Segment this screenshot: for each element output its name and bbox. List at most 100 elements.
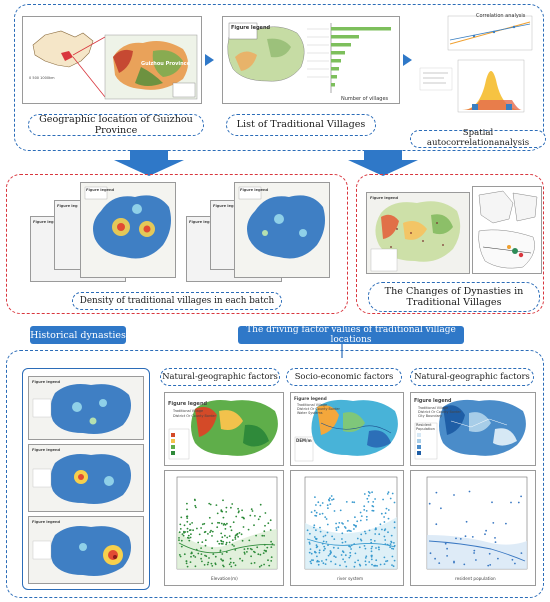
scatter-point: [200, 553, 203, 555]
scatter-point: [270, 560, 273, 562]
scatter-point: [374, 498, 376, 500]
scatter-point: [342, 551, 345, 554]
scatter-point: [194, 565, 197, 568]
scatter-point: [370, 538, 372, 541]
scatter-point: [267, 559, 269, 562]
scatter-point: [364, 530, 366, 533]
river-legend-item-2: District Or County Border: [297, 407, 340, 411]
scatter-point: [378, 546, 380, 549]
scatter-point: [216, 540, 219, 543]
scatter-point: [365, 515, 368, 518]
scatter-point: [253, 550, 255, 553]
scatter-point: [381, 528, 383, 531]
scatter-point: [364, 557, 367, 559]
scatter-point: [333, 555, 336, 558]
arrow-down-right: [348, 150, 418, 176]
population-legend-title: Figure legend: [414, 399, 452, 404]
scatter-point: [453, 494, 455, 496]
scatter-point: [243, 548, 246, 550]
scatter-point: [435, 491, 438, 494]
scatter-point: [339, 509, 342, 512]
scatter-point: [391, 555, 394, 558]
scatter-point: [353, 528, 355, 530]
scatter-point: [329, 553, 331, 556]
scatter-point: [371, 491, 373, 494]
scatter-point: [228, 535, 231, 537]
scatter-point: [211, 565, 214, 567]
historical-legend-1: Figure legend: [32, 380, 61, 384]
scatter-point: [332, 546, 335, 549]
density-section-frame: [6, 174, 348, 314]
scatter-point: [241, 516, 244, 519]
scatter-point: [217, 521, 219, 524]
scatter-point: [491, 501, 493, 504]
scatter-point: [363, 509, 366, 511]
scatter-point: [264, 512, 267, 514]
river-legend-title: Figure legend: [294, 396, 327, 401]
scatter-point: [333, 510, 336, 512]
scatter-point: [520, 552, 523, 554]
scatter-point: [345, 501, 348, 503]
scatter-point: [364, 560, 367, 563]
scatter-point: [263, 563, 265, 566]
scatter-point: [255, 534, 257, 537]
scatter-point: [331, 535, 333, 538]
location-map-panel: 0 500 1000km Guizhou Province: [22, 16, 202, 104]
scatter-point: [365, 563, 367, 566]
scatter-point: [344, 554, 347, 557]
scatter-point: [322, 540, 325, 543]
scatter-point: [492, 522, 495, 524]
scatter-point: [341, 541, 344, 544]
scatter-point: [312, 559, 314, 562]
scatter-point: [263, 549, 266, 552]
scatter-point: [204, 539, 207, 542]
scatter-point: [188, 529, 191, 532]
scatter-point: [313, 536, 316, 538]
scatter-point: [383, 556, 386, 559]
scatter-point: [473, 549, 476, 552]
village-bar-chart: [307, 23, 391, 93]
scatter-point: [309, 548, 312, 550]
scatter-point: [268, 564, 271, 567]
scatter-point: [203, 522, 206, 525]
scatter-point: [332, 498, 335, 501]
scatter-point: [220, 522, 223, 525]
scatter-point: [315, 546, 318, 549]
banner-historical-dynasties: Historical dynasties: [30, 326, 126, 344]
scatter-point: [209, 503, 212, 506]
scatter-point: [322, 562, 325, 565]
scatter-point: [514, 562, 516, 565]
scatter-point: [183, 530, 185, 533]
historical-legend-2: Figure legend: [32, 448, 61, 452]
scatter-point: [226, 536, 229, 539]
scatter-point: [520, 495, 522, 498]
scatter-point: [189, 523, 191, 526]
svg-text:0 500 1000km: 0 500 1000km: [29, 76, 55, 80]
scatter-point: [317, 501, 320, 504]
scatter-point: [309, 532, 311, 535]
scatter-point: [230, 529, 233, 532]
scatter-point: [315, 529, 317, 532]
scatter-point: [221, 553, 224, 555]
scatter-point: [203, 564, 206, 566]
scatter-point: [315, 544, 318, 547]
scatter-point: [325, 541, 328, 543]
scatter-point: [180, 545, 183, 548]
scatter-point: [326, 504, 329, 507]
density-back-legend-2: Figure leg: [57, 204, 78, 208]
scatter-point: [368, 492, 371, 494]
village-legend-title: Figure legend: [231, 25, 271, 31]
scatter-point: [194, 504, 197, 507]
scatter-point: [324, 516, 327, 518]
scatter-point: [384, 539, 387, 541]
scatter-point: [463, 563, 466, 566]
scatter-point: [390, 541, 393, 544]
scatter-point: [235, 515, 238, 518]
scatter-point: [484, 533, 486, 536]
scatter-point: [222, 516, 225, 519]
scatter-point: [389, 546, 391, 548]
scatter-point: [211, 535, 213, 537]
scatter-point: [348, 556, 351, 559]
scatter-point: [241, 539, 244, 542]
scatter-point: [341, 522, 343, 524]
